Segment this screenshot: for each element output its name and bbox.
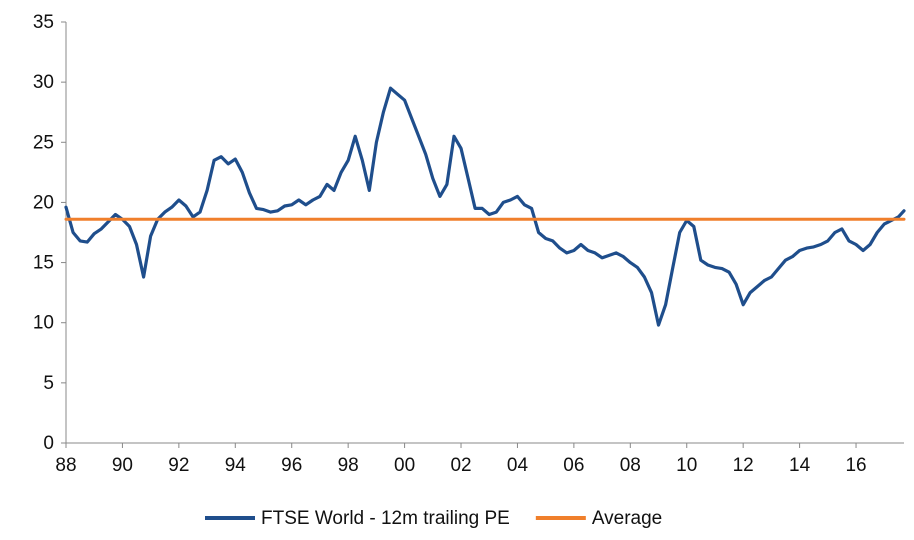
x-tick-label: 14 xyxy=(789,455,811,476)
y-tick-label: 30 xyxy=(33,72,54,93)
legend-label: Average xyxy=(592,508,662,529)
legend-label: FTSE World - 12m trailing PE xyxy=(261,508,510,529)
x-tick-label: 94 xyxy=(225,455,247,476)
legend: FTSE World - 12m trailing PE Average xyxy=(205,508,662,529)
x-tick-label: 06 xyxy=(563,455,584,476)
y-tick-label: 35 xyxy=(33,12,54,33)
series-line-ftse-world-pe xyxy=(64,86,906,327)
x-tick-label: 12 xyxy=(733,455,754,476)
y-tick-label: 25 xyxy=(33,132,54,153)
x-tick-label: 00 xyxy=(394,455,415,476)
x-tick-label: 88 xyxy=(55,455,76,476)
x-tick-label: 16 xyxy=(845,455,866,476)
x-tick-label: 02 xyxy=(450,455,471,476)
x-tick-label: 92 xyxy=(168,455,189,476)
y-tick-label: 20 xyxy=(33,192,54,213)
x-tick-label: 08 xyxy=(620,455,641,476)
y-tick-label: 10 xyxy=(33,313,54,334)
x-tick-label: 90 xyxy=(112,455,133,476)
y-tick-label: 0 xyxy=(43,433,54,454)
series-layer xyxy=(64,86,906,327)
x-tick-label: 04 xyxy=(507,455,529,476)
x-axis: 88 90 92 94 96 98 00 02 04 06 08 10 12 14 16 xyxy=(55,442,904,476)
x-tick-label: 98 xyxy=(338,455,359,476)
x-tick-label: 10 xyxy=(676,455,697,476)
y-axis: 0 5 10 15 20 25 30 35 xyxy=(33,12,67,454)
x-tick-label: 96 xyxy=(281,455,302,476)
y-tick-label: 5 xyxy=(43,373,54,394)
y-tick-label: 15 xyxy=(33,253,54,274)
